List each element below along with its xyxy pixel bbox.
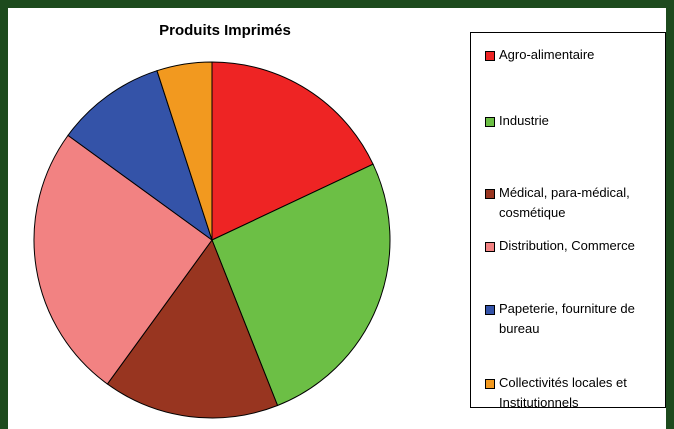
chart-area: Produits Imprimés Agro-alimentaire Indust… <box>8 8 666 429</box>
pie-chart <box>33 61 391 419</box>
pie-slice <box>67 70 213 242</box>
legend-item: Médical, para-médical, cosmétique <box>485 183 665 223</box>
legend-label: Distribution, Commerce <box>499 238 635 253</box>
legend-swatch <box>485 242 495 252</box>
legend-swatch <box>485 379 495 389</box>
pie-slice <box>211 61 374 241</box>
legend-swatch <box>485 51 495 61</box>
pie-slice <box>211 163 391 407</box>
legend-swatch <box>485 189 495 199</box>
legend: Agro-alimentaire Industrie Médical, para-m… <box>470 32 666 410</box>
legend-item: Agro-alimentaire <box>485 45 665 65</box>
pie-slice <box>33 134 213 385</box>
legend-swatch <box>485 305 495 315</box>
legend-swatch <box>485 117 495 127</box>
legend-label: Collectivités locales et Institutionnels <box>499 375 627 410</box>
legend-label: Industrie <box>499 113 549 128</box>
pie-slice <box>156 61 213 241</box>
legend-item: Collectivités locales et Institutionnels <box>485 373 665 413</box>
legend-label: Agro-alimentaire <box>499 47 595 62</box>
legend-label: Papeterie, fourniture de bureau <box>499 301 635 336</box>
legend-item: Industrie <box>485 111 665 131</box>
legend-label: Médical, para-médical, cosmétique <box>499 185 630 220</box>
legend-item: Distribution, Commerce <box>485 236 665 256</box>
legend-item: Papeterie, fourniture de bureau <box>485 299 665 339</box>
pie-slice <box>106 238 279 419</box>
chart-title: Produits Imprimés <box>159 22 291 39</box>
